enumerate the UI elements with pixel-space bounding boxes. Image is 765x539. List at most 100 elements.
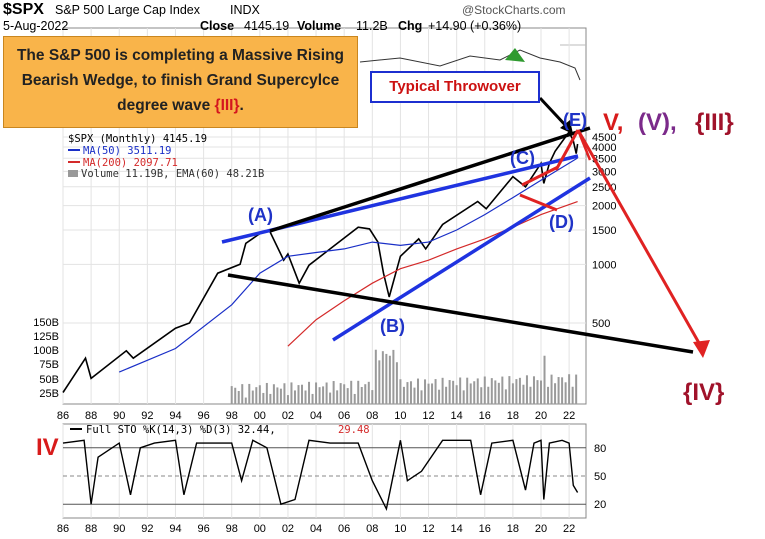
header-name: S&P 500 Large Cap Index [55,3,201,17]
volume-bar [409,381,412,404]
volume-bar [561,377,564,404]
volume-bar [251,390,254,404]
volume-bar [325,382,328,404]
volume-bar [550,374,553,404]
x-tick-label: 96 [197,410,209,422]
x-tick-label: 16 [479,410,491,422]
callout-wave-iii: {III} [214,97,240,114]
volume-bar [568,374,571,404]
header-chg-value: +14.90 (+0.36%) [428,19,522,33]
x-tick-label-sto: 16 [479,523,491,535]
wave-label-iv-small: IV [36,434,59,461]
volume-bar [494,380,497,404]
x-tick-label-sto: 88 [85,523,97,535]
volume-bar [511,383,514,404]
volume-bar [462,390,465,404]
legend-ma50: MA(50) 3511.19 [83,145,172,157]
series--spx [62,130,579,393]
volume-bar [564,382,567,404]
volume-bar [487,386,490,404]
volume-bar [483,376,486,404]
x-tick-label: 08 [366,410,378,422]
volume-bar [360,386,363,404]
volume-bar [543,355,546,404]
volume-bar [279,388,282,404]
y-tick-label: 4500 [592,132,616,144]
volume-bar [367,381,370,404]
volume-bar [529,386,532,404]
y-tick-label: 1500 [592,225,616,237]
x-tick-label-sto: 96 [197,523,209,535]
sto-legend-value: 29.48 [338,424,370,436]
header-volume-label: Volume [297,19,342,33]
volume-bar [286,395,289,404]
volume-tick-label: 25B [39,388,59,400]
volume-bar [416,378,419,404]
volume-bar [311,393,314,404]
volume-bar [336,390,339,404]
volume-bar [473,381,476,404]
x-tick-label-sto: 08 [366,523,378,535]
volume-bar [547,386,550,404]
volume-bar [455,385,458,404]
sto-legend: Full STO %K(14,3) %D(3) 32.44, [86,424,276,436]
volume-bars [230,349,578,404]
legend-ma200: MA(200) 2097.71 [83,157,178,169]
wave-label-v-paren: (V), [638,109,677,136]
x-tick-label: 86 [57,410,69,422]
volume-bar [490,378,493,404]
volume-bar [290,382,293,404]
wave-label-a: (A) [248,205,273,225]
volume-bar [248,383,251,404]
volume-bar [269,393,272,404]
header-date: 5-Aug-2022 [3,19,69,33]
callout-period: . [239,97,244,114]
volume-bar [234,387,237,404]
x-tick-label-sto: 20 [535,523,547,535]
volume-bar [346,388,349,404]
volume-bar [504,389,507,404]
volume-bar [420,390,423,404]
volume-bar [518,377,521,404]
volume-bar [353,393,356,404]
sto-y-tick-label: 50 [594,471,606,483]
volume-bar [508,376,511,404]
x-tick-label-sto: 90 [113,523,125,535]
volume-bar [244,397,247,404]
axis-ticks: 86 86 88 88 90 90 92 92 94 94 96 96 98 98 00 00 02 02 04 04… [33,132,616,535]
volume-bar [431,383,434,404]
x-tick-label: 94 [169,410,181,422]
volume-bar [480,387,483,404]
sto-y-tick-label: 20 [594,499,606,511]
x-tick-label-sto: 94 [169,523,181,535]
callout-text: The S&P 500 is completing a Massive Risi… [16,47,345,114]
y-tick-label: 4000 [592,142,616,154]
wave-label-iii: {III} [695,109,734,136]
volume-bar [237,391,240,404]
volume-bar [434,379,437,404]
sto-panel-frame [62,423,587,519]
volume-bar [332,381,335,404]
x-tick-label: 90 [113,410,125,422]
volume-tick-label: 75B [39,359,59,371]
volume-bar [557,377,560,404]
volume-bar [476,378,479,404]
header-watermark: @StockCharts.com [462,3,566,17]
volume-bar [315,382,318,404]
y-tick-label: 1000 [592,259,616,271]
wave-label-d: (D) [549,212,574,232]
volume-bar [283,383,286,404]
y-tick-label: 2000 [592,201,616,213]
wave-label-c: (C) [510,148,535,168]
volume-bar [536,380,539,404]
volume-bar [448,380,451,404]
x-tick-label: 04 [310,410,322,422]
volume-bar [293,390,296,404]
volume-bar [301,384,304,404]
x-tick-label: 10 [394,410,406,422]
header-symbol: $SPX [3,1,44,18]
volume-bar [308,381,311,404]
volume-tick-label: 150B [33,317,59,329]
volume-bar [258,385,261,404]
wave-label-v: V, [603,109,623,136]
